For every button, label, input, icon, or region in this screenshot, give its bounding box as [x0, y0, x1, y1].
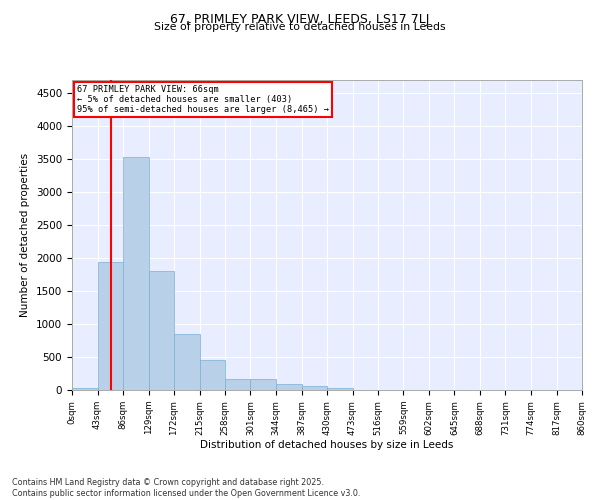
Bar: [225, 379, 251, 390]
Bar: [97, 262, 123, 390]
Text: Size of property relative to detached houses in Leeds: Size of property relative to detached ho…: [154, 22, 446, 32]
Bar: [251, 379, 276, 390]
Bar: [149, 272, 174, 390]
Bar: [276, 384, 302, 390]
Bar: [302, 386, 327, 390]
Text: 67 PRIMLEY PARK VIEW: 66sqm
← 5% of detached houses are smaller (403)
95% of sem: 67 PRIMLEY PARK VIEW: 66sqm ← 5% of deta…: [77, 84, 329, 114]
Bar: [174, 334, 199, 390]
Bar: [72, 388, 97, 390]
Bar: [327, 388, 353, 390]
Bar: [199, 360, 225, 390]
Text: 67, PRIMLEY PARK VIEW, LEEDS, LS17 7LJ: 67, PRIMLEY PARK VIEW, LEEDS, LS17 7LJ: [170, 12, 430, 26]
Bar: [123, 157, 149, 390]
Text: Contains HM Land Registry data © Crown copyright and database right 2025.
Contai: Contains HM Land Registry data © Crown c…: [12, 478, 361, 498]
Y-axis label: Number of detached properties: Number of detached properties: [20, 153, 31, 317]
X-axis label: Distribution of detached houses by size in Leeds: Distribution of detached houses by size …: [200, 440, 454, 450]
